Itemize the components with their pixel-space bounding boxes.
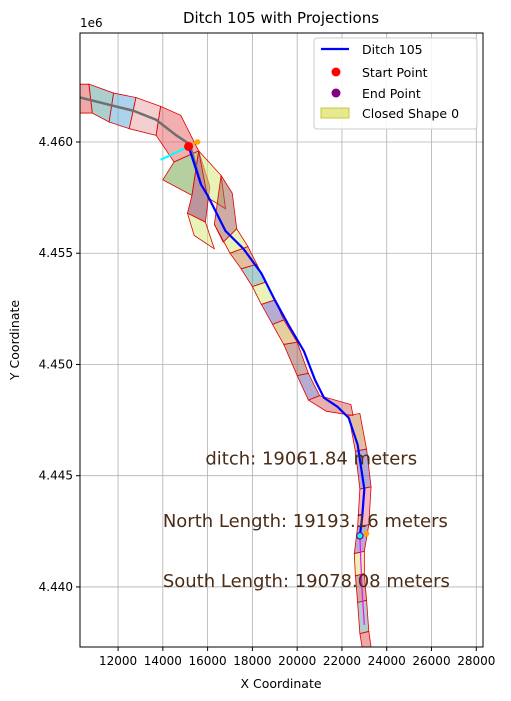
- legend-end-swatch: [331, 88, 341, 98]
- length-annotation: South Length: 19078.08 meters: [163, 571, 450, 592]
- x-axis-title: X Coordinate: [240, 676, 321, 691]
- y-axis: 4.440 4.445 4.450 4.455 4.460: [39, 135, 80, 594]
- y-tick-label: 4.460: [39, 135, 73, 149]
- x-tick-label: 24000: [368, 654, 406, 668]
- y-tick-label: 4.440: [39, 580, 73, 594]
- legend-start-swatch: [331, 67, 341, 77]
- end-marker: [363, 530, 370, 537]
- y-offset-label: 1e6: [80, 16, 103, 30]
- end-marker: [357, 532, 363, 539]
- x-tick-label: 18000: [233, 654, 271, 668]
- segment-polygon: [359, 630, 372, 647]
- length-annotation: North Length: 19193.16 meters: [163, 511, 448, 532]
- annotations: ditch: 19061.84 meters North Length: 1919…: [163, 449, 450, 592]
- legend-shape-swatch: [320, 107, 350, 119]
- legend-ditch-label: Ditch 105: [362, 42, 423, 57]
- y-tick-label: 4.450: [39, 357, 73, 371]
- x-tick-label: 28000: [457, 654, 495, 668]
- legend-end-label: End Point: [362, 86, 421, 101]
- length-annotation: ditch: 19061.84 meters: [205, 449, 417, 470]
- segment-polygon: [307, 395, 354, 417]
- chart-title: Ditch 105 with Projections: [183, 9, 379, 27]
- x-tick-label: 20000: [278, 654, 316, 668]
- south-line: [359, 535, 365, 625]
- x-tick-label: 12000: [99, 654, 137, 668]
- x-tick-label: 16000: [189, 654, 227, 668]
- plot-area: [80, 33, 483, 647]
- y-tick-label: 4.445: [39, 469, 73, 483]
- segment-polygon: [186, 212, 216, 250]
- plot-inner: [80, 33, 483, 647]
- start-point: [184, 141, 194, 151]
- legend: Ditch 105 Start Point End Point Closed S…: [313, 37, 478, 130]
- axes-frame: [79, 32, 484, 648]
- end-marker: [194, 139, 201, 145]
- legend-shape-label: Closed Shape 0: [362, 106, 459, 121]
- y-axis-title: Y Coordinate: [7, 300, 22, 381]
- legend-start-label: Start Point: [362, 65, 428, 80]
- y-tick-label: 4.455: [39, 246, 73, 260]
- projection-line: [160, 145, 190, 161]
- legend-box: [313, 37, 478, 130]
- segment-polygon: [296, 372, 321, 401]
- end-point: [356, 531, 364, 540]
- segment-polygon: [283, 341, 309, 377]
- x-tick-label: 22000: [323, 654, 361, 668]
- ditch-line: [187, 146, 366, 536]
- x-tick-label: 14000: [144, 654, 182, 668]
- x-axis: 12000 14000 16000 18000 20000 22000 24000 26000…: [99, 647, 495, 668]
- x-tick-label: 26000: [412, 654, 450, 668]
